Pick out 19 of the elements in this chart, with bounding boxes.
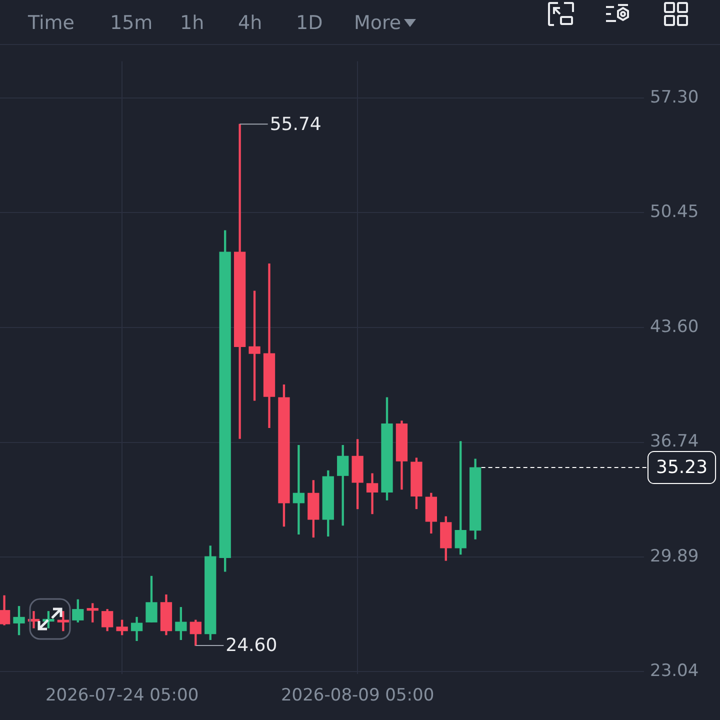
candlestick [57,611,70,632]
text: 15m [110,12,153,34]
text: 1h [180,12,204,34]
y-tick-label: 50.45 [650,202,699,222]
candlestick [292,444,305,535]
annotation: 55.74 [270,114,322,135]
text: Time [28,12,74,34]
y-tick-label: 29.89 [650,546,699,566]
ref-line-label: 35.23 [656,457,708,478]
annotation: 24.60 [226,635,278,656]
x-tick-label: 2026-07-24 05:00 [45,686,199,706]
x-tick-label: 2026-08-09 05:00 [280,686,434,706]
text: More [354,12,402,34]
text: 4h [238,12,262,34]
y-tick-label: 43.60 [650,316,699,337]
y-tick-label: 57.30 [650,87,699,108]
y-tick-label: 36.74 [650,432,699,452]
y-tick-label: 23.04 [650,661,699,682]
text: 1D [296,12,323,34]
